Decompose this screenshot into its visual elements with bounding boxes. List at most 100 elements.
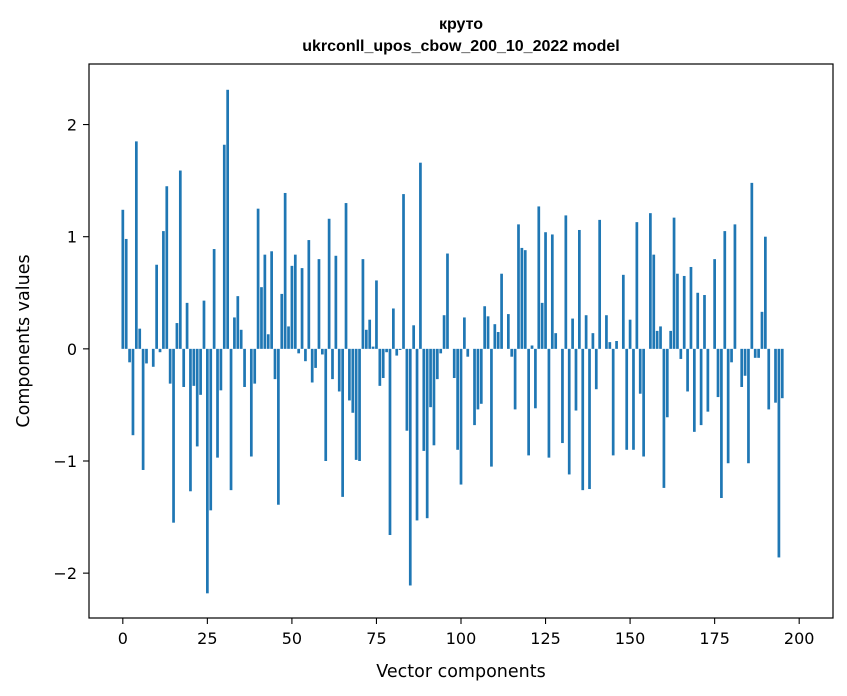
bar	[388, 348, 392, 536]
bar	[757, 348, 760, 358]
bar	[219, 348, 223, 391]
x-tick-label: 125	[530, 629, 561, 648]
bar	[513, 348, 517, 410]
bar	[635, 222, 639, 349]
bar	[510, 348, 514, 357]
bar	[720, 348, 723, 498]
bar	[689, 266, 693, 349]
bar	[662, 348, 666, 488]
bar	[341, 348, 344, 497]
bar	[446, 253, 449, 349]
bar	[682, 275, 686, 349]
bar	[567, 348, 571, 475]
bar	[412, 325, 416, 349]
bar	[381, 348, 385, 379]
bar	[764, 236, 767, 349]
bar	[780, 348, 784, 399]
bar	[767, 348, 771, 410]
bar	[679, 348, 683, 359]
bar	[375, 280, 378, 349]
bar	[561, 348, 564, 444]
bar	[297, 348, 301, 354]
bar	[750, 182, 754, 349]
bar	[476, 348, 480, 410]
bar	[554, 333, 558, 349]
bar	[405, 348, 409, 431]
bar	[753, 348, 757, 358]
bar	[371, 346, 375, 349]
bar	[415, 348, 419, 521]
bar	[435, 348, 439, 380]
bar	[304, 348, 307, 362]
bar	[195, 348, 199, 447]
bar	[483, 306, 487, 349]
x-tick-label: 25	[197, 629, 217, 648]
bar	[172, 348, 175, 523]
bar	[774, 348, 777, 403]
bar	[523, 250, 527, 349]
bar	[348, 348, 351, 401]
bar	[605, 315, 608, 349]
bar	[206, 348, 209, 594]
bar	[621, 274, 625, 349]
bar	[517, 224, 520, 349]
bar	[392, 308, 395, 349]
bar	[479, 348, 483, 404]
bar	[439, 348, 443, 354]
x-axis-label: Vector components	[376, 662, 545, 682]
bar	[703, 295, 706, 349]
bar	[222, 144, 226, 349]
bar	[253, 348, 257, 384]
bar	[706, 348, 710, 412]
bar	[287, 326, 290, 349]
bar	[216, 348, 219, 458]
bar	[669, 330, 673, 349]
y-tick-label: 1	[67, 228, 77, 247]
bar	[243, 348, 246, 387]
bar	[490, 348, 493, 467]
bar	[598, 219, 602, 349]
bar	[547, 348, 551, 458]
bar	[395, 348, 399, 356]
bar	[199, 348, 202, 395]
bar	[131, 348, 135, 436]
bar	[429, 348, 432, 408]
bar	[591, 333, 595, 349]
x-tick-label: 175	[699, 629, 730, 648]
bar	[293, 254, 297, 349]
bar	[162, 231, 165, 349]
bar	[331, 348, 334, 380]
bar	[273, 348, 277, 380]
bar	[155, 264, 158, 349]
bar	[496, 332, 500, 349]
bar	[351, 348, 355, 413]
bar	[145, 348, 148, 364]
bar	[158, 348, 162, 353]
bar	[141, 348, 145, 470]
bar	[256, 208, 260, 349]
y-tick-label: −2	[53, 564, 77, 583]
chart-subtitle: ukrconll_upos_cbow_200_10_2022 model	[302, 38, 619, 55]
bar	[398, 348, 402, 350]
bar	[270, 251, 273, 349]
bar	[686, 348, 689, 392]
bar	[236, 296, 240, 349]
bar	[229, 348, 233, 491]
bar	[500, 273, 503, 349]
bar	[317, 259, 321, 349]
bar	[726, 348, 730, 464]
bar	[456, 348, 459, 450]
bar	[134, 141, 138, 349]
x-tick-label: 75	[366, 629, 386, 648]
bar	[128, 348, 131, 363]
bar	[527, 348, 530, 456]
bar	[486, 316, 490, 349]
bar	[334, 255, 338, 349]
bar	[361, 259, 365, 349]
bar	[760, 311, 764, 349]
bar	[422, 348, 426, 451]
bar	[581, 348, 585, 491]
bar	[740, 348, 744, 387]
bar	[584, 315, 588, 349]
bar	[777, 348, 781, 558]
